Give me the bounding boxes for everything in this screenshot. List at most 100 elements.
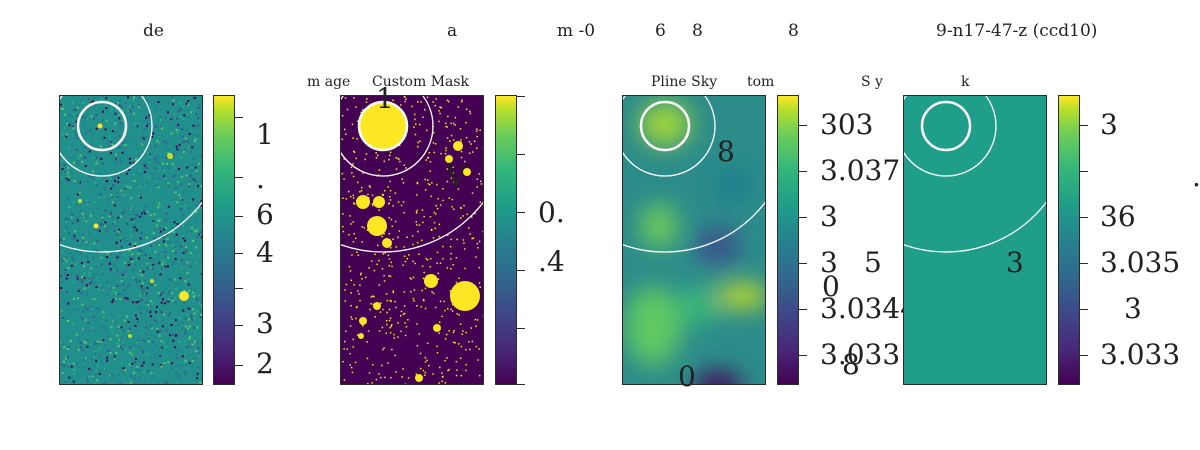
noise-pixel [119,239,122,242]
noise-pixel [69,103,72,106]
noise-pixel [157,352,160,355]
noise-pixel [155,271,158,274]
mask-speck [390,247,392,249]
noise-pixel [185,102,188,105]
noise-pixel [77,271,80,274]
colorbar-1-tick [235,365,243,366]
colorbar-3 [777,95,799,385]
mask-speck [471,192,474,194]
mask-speck [426,157,429,159]
noise-pixel [74,233,77,236]
noise-pixel [97,343,100,346]
noise-pixel [115,352,118,355]
mask-speck [482,314,483,317]
mask-speck [465,108,468,110]
noise-pixel [161,319,164,322]
noise-pixel [93,298,96,301]
mask-speck [438,110,440,112]
noise-pixel [159,115,162,118]
noise-pixel [87,261,90,264]
noise-pixel [75,275,78,278]
noise-pixel [182,237,185,240]
noise-pixel [76,106,79,108]
noise-pixel [139,312,142,315]
mask-speck [348,234,350,236]
noise-pixel [91,358,94,361]
noise-pixel [88,102,91,105]
noise-pixel [107,231,110,234]
noise-pixel [141,332,144,334]
noise-pixel [138,306,141,308]
noise-pixel [175,233,178,236]
noise-pixel [82,241,85,244]
noise-pixel [193,295,196,298]
mask-speck [359,191,361,193]
noise-pixel [184,328,187,331]
noise-pixel [110,194,113,197]
noise-pixel [78,337,81,340]
noise-pixel [166,237,169,240]
noise-pixel [160,178,163,181]
noise-pixel [127,337,130,340]
noise-pixel [66,336,69,339]
noise-pixel [137,194,140,197]
mask-speck [469,348,471,351]
noise-pixel [199,316,202,319]
panel-2-title: a [447,21,458,41]
noise-pixel [181,135,184,138]
noise-pixel [177,179,179,182]
noise-pixel [159,125,162,128]
colorbar-4-tick [1080,263,1088,264]
noise-pixel [143,163,145,166]
noise-pixel [128,327,131,330]
mask-speck [416,182,418,184]
noise-pixel [159,293,162,296]
noise-pixel [189,284,191,287]
noise-pixel [80,115,83,118]
noise-pixel [119,341,122,343]
mask-speck [402,182,405,184]
noise-pixel [63,182,66,185]
noise-pixel [71,222,74,225]
noise-pixel [195,113,198,116]
mask-speck [401,178,403,180]
noise-pixel [153,353,156,356]
mask-speck [446,267,449,269]
mask-speck [385,320,388,322]
noise-pixel [112,320,115,323]
noise-pixel [155,273,158,276]
noise-pixel [77,156,80,159]
noise-pixel [111,130,114,132]
mask-speck [429,161,432,163]
noise-pixel [182,263,185,266]
noise-pixel [175,187,178,189]
noise-pixel [145,336,148,338]
noise-pixel [73,237,76,240]
noise-pixel [201,225,202,228]
mask-speck [421,239,423,242]
noise-pixel [133,243,136,246]
noise-pixel [194,288,197,291]
noise-pixel [96,160,99,163]
image-panel-1-svg [60,96,202,384]
mask-speck [410,291,412,293]
noise-pixel [72,372,75,375]
noise-pixel [146,309,149,312]
mask-speck [454,116,457,119]
noise-pixel [197,366,200,369]
mask-speck [441,372,443,374]
mask-speck [391,265,393,268]
noise-pixel [174,191,177,194]
noise-pixel [69,252,71,255]
noise-pixel [117,359,120,362]
noise-pixel [123,289,126,292]
noise-pixel [68,122,71,125]
noise-pixel [99,230,101,232]
noise-pixel [117,164,120,167]
noise-pixel [132,238,135,241]
noise-pixel [159,226,162,229]
noise-pixel [175,167,178,170]
noise-pixel [149,152,151,155]
noise-pixel [195,261,198,264]
mask-speck [425,159,427,161]
